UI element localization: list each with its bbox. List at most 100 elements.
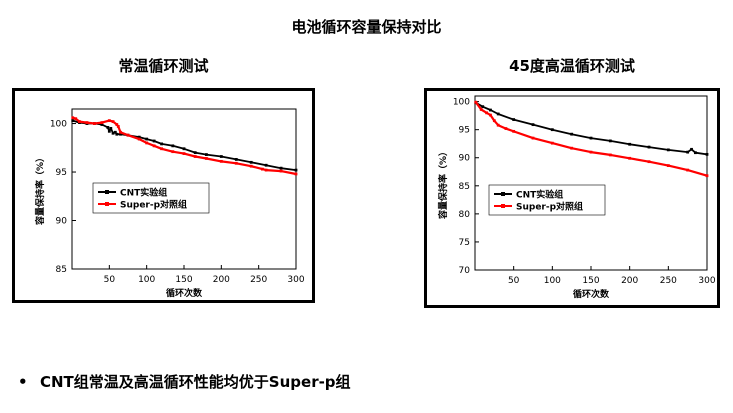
high-series-cnt-point [570, 132, 574, 136]
x-axis-label: 循环次数 [166, 287, 203, 299]
high-series-cnt-point [705, 152, 709, 156]
y-tick-label: 85 [459, 182, 470, 192]
room-series-superp-point [100, 121, 104, 124]
room-series-superp-point [107, 119, 111, 123]
y-axis-label: 容量保持率（%） [34, 153, 46, 226]
room-series-cnt-point [113, 130, 117, 134]
high-series-cnt-point [489, 108, 492, 112]
room-series-cnt-point [182, 147, 186, 151]
room-series-superp-point [71, 116, 75, 120]
room-series-superp-point [234, 161, 238, 165]
high-series-superp-point [550, 141, 554, 145]
y-tick-label: 95 [56, 168, 67, 178]
y-tick-label: 95 [459, 126, 470, 136]
high-series-cnt-point [686, 150, 690, 154]
room-series-superp-point [261, 167, 264, 171]
room-series-superp-point [119, 130, 122, 134]
y-tick-label: 70 [459, 266, 471, 276]
y-tick-label: 90 [459, 154, 471, 164]
high-series-superp-point [686, 168, 690, 172]
high-series-superp-point [531, 136, 535, 140]
high-series-cnt-point [589, 136, 593, 140]
high-series-superp-point [589, 150, 593, 154]
room-series-cnt-point [171, 144, 175, 148]
x-tick-label: 100 [138, 275, 155, 285]
room-series-cnt-line [72, 119, 297, 171]
y-tick-label: 75 [459, 238, 470, 248]
room-series-superp-point [294, 172, 298, 176]
high-series-cnt-point [481, 105, 485, 109]
high-series-superp-point [705, 174, 709, 178]
room-series-superp-point [111, 120, 115, 124]
high-series-cnt-point [550, 128, 554, 132]
high-series-cnt-point [690, 147, 693, 151]
room-series-superp-point [126, 133, 130, 137]
room-series-superp-point [205, 157, 208, 160]
room-series-superp-point [219, 159, 223, 163]
legend-label-cnt: CNT实验组 [120, 187, 167, 199]
high-series-superp-point [647, 160, 651, 164]
legend-label-superp: Super-p对照组 [516, 201, 583, 213]
room-series-superp-point [249, 164, 253, 168]
high-series-cnt-point [608, 139, 612, 143]
high-series-superp-point [570, 146, 574, 150]
room-series-superp-point [74, 117, 78, 121]
room-series-cnt-point [137, 135, 141, 139]
x-tick-label: 200 [213, 275, 230, 285]
high-series-cnt-point [694, 151, 697, 155]
room-series-superp-point [152, 144, 156, 148]
high-series-superp-point [474, 100, 478, 104]
legend-marker-cnt [105, 190, 109, 194]
x-tick-label: 100 [544, 276, 561, 286]
room-temp-chart: 50 100 150 200 250 300 85 90 95 100 循环次数 容量保持率（%） CN… [12, 88, 315, 303]
room-series-superp-point [171, 150, 175, 154]
room-series-cnt-point [294, 168, 298, 172]
x-tick-label: 300 [698, 276, 715, 286]
high-series-cnt-point [647, 145, 651, 149]
high-series-superp-point [628, 156, 632, 160]
room-series-superp-point [116, 125, 120, 128]
chart-title-room-temp: 常温循环测试 [118, 57, 209, 75]
room-series-cnt-point [109, 126, 113, 130]
high-series-cnt-point [512, 118, 516, 121]
room-series-superp-point [115, 123, 119, 126]
room-series-superp-point [182, 152, 186, 156]
high-series-superp-point [479, 108, 483, 111]
room-series-superp-point [193, 155, 197, 158]
x-tick-label: 200 [621, 276, 638, 286]
room-series-superp-point [145, 141, 149, 145]
room-series-cnt-point [219, 155, 223, 158]
x-axis-label: 循环次数 [573, 288, 610, 300]
x-tick-label: 250 [660, 276, 677, 286]
high-series-superp-point [492, 119, 496, 123]
high-series-superp-point [485, 111, 488, 115]
y-tick-label: 90 [56, 217, 68, 227]
room-series-cnt-point [264, 163, 268, 167]
conclusion-text: CNT组常温及高温循环性能均优于Super-p组 [40, 373, 351, 391]
room-series-superp-point [85, 121, 89, 124]
high-series-cnt-line [475, 101, 708, 156]
legend-label-cnt: CNT实验组 [516, 189, 563, 201]
room-series-cnt-point [100, 123, 104, 126]
high-series-superp-point [608, 153, 612, 157]
legend-box [92, 182, 210, 214]
x-tick-label: 50 [508, 276, 520, 286]
room-series-cnt-point [119, 132, 122, 136]
y-axis-label: 容量保持率（%） [437, 147, 449, 220]
high-temp-chart: 50 100 150 200 250 300 70 75 80 85 90 95 100 循环次数 容量保持… [424, 88, 720, 308]
x-tick-label: 250 [250, 275, 267, 285]
room-series-cnt-point [107, 129, 111, 133]
high-series-superp-point [504, 127, 508, 130]
high-series-cnt-point [531, 123, 535, 127]
plot-area [474, 95, 708, 271]
high-series-superp-point [666, 164, 670, 167]
room-series-cnt-point [71, 119, 75, 123]
legend-marker-superp [105, 202, 109, 206]
legend-marker-cnt [501, 192, 505, 196]
room-series-superp-point [160, 147, 163, 151]
room-series-cnt-point [111, 131, 115, 135]
room-series-cnt-point [106, 126, 110, 129]
x-tick-label: 150 [582, 276, 599, 286]
room-series-superp-point [78, 120, 81, 124]
